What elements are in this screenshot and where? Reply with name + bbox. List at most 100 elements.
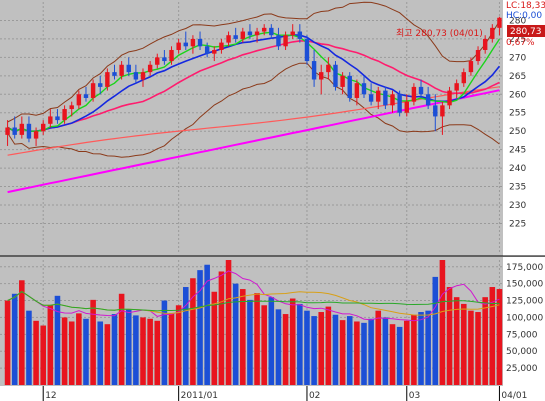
volume-bar bbox=[161, 300, 168, 385]
bollinger-lower-line bbox=[7, 62, 500, 158]
high-price-annotation: 최고 280,73 (04/01) bbox=[396, 28, 483, 39]
candle-body bbox=[233, 35, 238, 39]
volume-bar bbox=[354, 321, 360, 385]
date-tick-label: 04/01 bbox=[501, 391, 527, 401]
ma120-line bbox=[7, 89, 500, 194]
candle-body bbox=[269, 27, 274, 36]
volume-bar bbox=[40, 325, 46, 385]
volume-bar bbox=[339, 320, 346, 385]
candle-body bbox=[62, 109, 67, 121]
candle-body bbox=[254, 31, 260, 36]
volume-tick-label: 125,000 bbox=[506, 297, 543, 307]
price-tick-label: 255 bbox=[509, 109, 526, 119]
candle-body bbox=[219, 42, 224, 50]
volume-bar bbox=[11, 293, 18, 385]
volume-bar bbox=[61, 317, 68, 385]
volume-bars bbox=[4, 260, 503, 385]
volume-bar bbox=[190, 278, 196, 385]
volume-bar bbox=[90, 299, 96, 385]
candle-body bbox=[276, 35, 281, 47]
volume-bar bbox=[232, 283, 239, 385]
volume-tick-label: 150,000 bbox=[506, 280, 543, 290]
candle-body bbox=[390, 94, 395, 106]
candle-body bbox=[475, 49, 481, 62]
candle-body bbox=[290, 31, 295, 36]
price-panel: 225 230 235 240 245 250 255 260 265 270 275 280 bbox=[0, 0, 545, 256]
candle-body bbox=[33, 131, 39, 139]
candle-body bbox=[40, 123, 46, 132]
date-axis: 12 2011/01 02 03 04/01 bbox=[0, 386, 545, 401]
corner-lc-label: LC:18,33 bbox=[506, 1, 545, 11]
volume-bar bbox=[375, 310, 382, 385]
volume-bar bbox=[4, 300, 11, 385]
annotations: 최고 280,73 (04/01) 280,73 LC:18,33 HC:0,0… bbox=[396, 1, 545, 48]
price-tick-label: 235 bbox=[509, 183, 526, 193]
price-tick-label: 265 bbox=[509, 72, 526, 82]
candle-body bbox=[5, 127, 10, 135]
candle-body bbox=[48, 116, 53, 124]
candle-body bbox=[126, 64, 131, 73]
candle-body bbox=[397, 94, 402, 113]
volume-bar bbox=[140, 317, 146, 385]
volume-bar bbox=[382, 317, 389, 385]
volume-panel: 25,000 50,000 75,000 100,000 125,000 150,000 1… bbox=[0, 257, 545, 386]
volume-bar bbox=[396, 326, 403, 385]
volume-bar bbox=[461, 303, 467, 385]
volume-bar bbox=[297, 303, 303, 385]
ma20-line bbox=[7, 40, 500, 133]
moving-average-lines bbox=[7, 31, 501, 194]
volume-bar bbox=[403, 320, 410, 385]
volume-bar bbox=[254, 293, 260, 385]
change-percent-label: 0,67% bbox=[506, 38, 535, 48]
volume-bar bbox=[104, 324, 111, 385]
volume-bar bbox=[489, 287, 496, 385]
volume-bar bbox=[304, 310, 310, 385]
volume-bar bbox=[261, 305, 267, 385]
candle-body bbox=[119, 64, 124, 76]
volume-bar bbox=[97, 321, 104, 385]
volume-bar bbox=[133, 315, 139, 385]
candle-body bbox=[361, 83, 367, 95]
last-price-label: 280,73 bbox=[510, 27, 542, 37]
volume-bar bbox=[389, 324, 396, 385]
candle-body bbox=[112, 72, 117, 76]
volume-bar bbox=[19, 280, 25, 385]
candle-body bbox=[283, 35, 288, 47]
candle-body bbox=[297, 31, 303, 39]
volume-bar bbox=[311, 316, 317, 385]
volume-bar bbox=[496, 289, 503, 385]
volume-bar bbox=[47, 305, 54, 385]
volume-ma5-line bbox=[7, 270, 500, 322]
volume-bar bbox=[289, 298, 296, 385]
price-tick-label: 280 bbox=[509, 16, 526, 26]
volume-bar bbox=[218, 271, 225, 385]
candle-body bbox=[183, 42, 188, 47]
volume-bar bbox=[482, 297, 488, 385]
candle-body bbox=[319, 72, 324, 80]
bollinger-upper-line bbox=[7, 1, 500, 123]
volume-bar bbox=[439, 260, 446, 385]
candle-body bbox=[447, 90, 452, 106]
candle-body bbox=[433, 105, 438, 117]
bollinger-bands bbox=[7, 1, 500, 158]
candle-body bbox=[261, 27, 267, 32]
date-tick-label: 12 bbox=[45, 391, 56, 401]
candle-body bbox=[105, 72, 110, 87]
volume-bar bbox=[168, 313, 175, 385]
candle-body bbox=[55, 116, 60, 121]
volume-bar bbox=[325, 306, 332, 385]
volume-bar bbox=[240, 289, 246, 385]
volume-bar bbox=[154, 320, 161, 385]
volume-axis: 25,000 50,000 75,000 100,000 125,000 150,000 1… bbox=[503, 257, 545, 386]
volume-bar bbox=[275, 309, 282, 385]
volume-bar bbox=[446, 287, 453, 385]
candle-body bbox=[404, 101, 409, 113]
volume-bar bbox=[346, 316, 353, 385]
volume-bar bbox=[197, 270, 203, 385]
volume-moving-averages bbox=[7, 270, 500, 322]
candle-body bbox=[190, 38, 196, 47]
volume-bar bbox=[332, 314, 339, 385]
candle-body bbox=[162, 57, 167, 62]
volume-bar bbox=[147, 318, 153, 385]
